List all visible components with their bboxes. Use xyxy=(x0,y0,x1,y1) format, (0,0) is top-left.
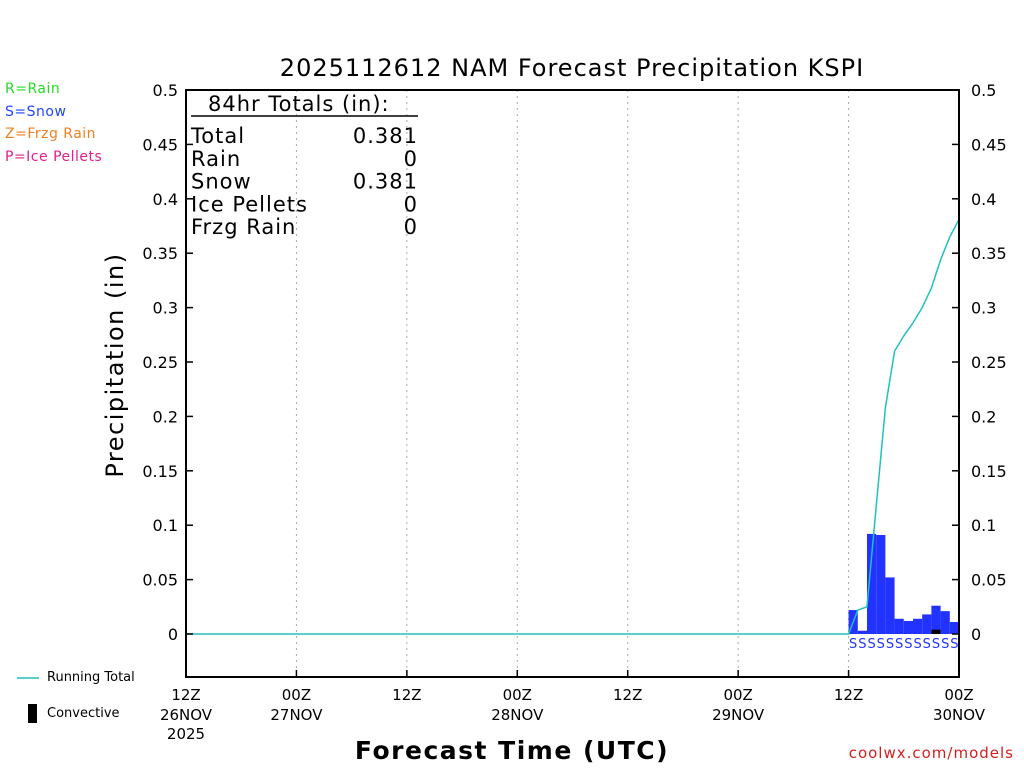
ptype-marker: S xyxy=(904,637,912,652)
snow-bar xyxy=(866,533,877,634)
totals-row-value: 0 xyxy=(404,215,418,239)
snow-bar xyxy=(931,605,941,634)
y-axis-right: 0 0.05 0.1 0.15 0.2 0.25 0.3 0.35 0.4 0.45 0.5 xyxy=(952,81,1007,644)
ytick-right-label: 0.45 xyxy=(971,135,1007,154)
ytick-right-label: 0.35 xyxy=(971,244,1007,263)
xtick-date-label: 30NOV xyxy=(933,706,986,724)
ytick-right-label: 0.1 xyxy=(971,516,996,535)
snow-bar xyxy=(912,618,923,634)
xtick-time-label: 00Z xyxy=(944,686,973,704)
xtick-date-label: 28NOV xyxy=(491,706,544,724)
convective-legend-swatch xyxy=(28,704,37,723)
totals-box: 84hr Totals (in): Total 0.381 Rain 0 Snow 0.38… xyxy=(190,92,418,239)
plot-frame xyxy=(185,89,960,678)
xtick-time-label: 12Z xyxy=(171,686,200,704)
ytick-left-label: 0.05 xyxy=(142,571,178,590)
legend-frzg-rain: Z=Frzg Rain xyxy=(5,126,97,142)
x-axis-title: Forecast Time (UTC) xyxy=(355,736,669,765)
ytick-left-label: 0.2 xyxy=(153,407,178,426)
xtick-date-label: 27NOV xyxy=(270,706,323,724)
ytick-right-label: 0.4 xyxy=(971,190,996,209)
xtick-date-label: 29NOV xyxy=(712,706,765,724)
xtick-time-label: 00Z xyxy=(503,686,532,704)
xtick-time-label: 00Z xyxy=(723,686,752,704)
totals-row-label: Total xyxy=(190,124,245,148)
snow-bar xyxy=(876,534,886,634)
xtick-time-label: 12Z xyxy=(613,686,642,704)
legend-rain: R=Rain xyxy=(5,81,61,97)
totals-row-label: Frzg Rain xyxy=(191,215,296,239)
ytick-left-label: 0.45 xyxy=(142,135,178,154)
totals-row-label: Snow xyxy=(191,170,252,194)
totals-row-label: Rain xyxy=(191,147,241,171)
legend-ice-pellets: P=Ice Pellets xyxy=(5,149,103,165)
xtick-time-label: 12Z xyxy=(834,686,863,704)
ptype-marker: S xyxy=(877,637,885,652)
snow-bar xyxy=(857,630,867,634)
running-total-layer xyxy=(186,219,960,635)
ptype-marker: S xyxy=(913,637,921,652)
credit-link[interactable]: coolwx.com/models xyxy=(848,744,1014,762)
ptype-marker: S xyxy=(932,637,940,652)
ytick-right-label: 0.2 xyxy=(971,407,996,426)
chart-title: 2025112612 NAM Forecast Precipitation KS… xyxy=(280,54,864,82)
ytick-right-label: 0.15 xyxy=(971,462,1007,481)
ytick-right-label: 0.25 xyxy=(971,353,1007,372)
snow-bar xyxy=(949,622,959,634)
legend-snow: S=Snow xyxy=(5,104,67,120)
xtick-year-label: 2025 xyxy=(167,725,205,743)
ytick-left-label: 0 xyxy=(168,625,178,644)
ytick-left-label: 0.4 xyxy=(153,190,178,209)
snow-bar xyxy=(922,614,932,634)
totals-row-value: 0 xyxy=(404,147,418,171)
ptype-marker: S xyxy=(941,637,949,652)
totals-row-value: 0.381 xyxy=(353,124,418,148)
totals-row-value: 0.381 xyxy=(353,170,418,194)
ytick-left-label: 0.15 xyxy=(142,462,178,481)
precip-bars xyxy=(848,533,959,634)
ytick-left-label: 0.1 xyxy=(153,516,178,535)
ytick-left-label: 0.3 xyxy=(153,299,178,318)
ytick-right-label: 0 xyxy=(971,625,981,644)
totals-row-value: 0 xyxy=(404,192,418,216)
ytick-left-label: 0.25 xyxy=(142,353,178,372)
xtick-date-label: 26NOV xyxy=(160,706,213,724)
vertical-gridlines xyxy=(295,90,850,677)
xtick-time-label: 12Z xyxy=(392,686,421,704)
y-axis-left: 0 0.05 0.1 0.15 0.2 0.25 0.3 0.35 0.4 0.45 0.5 xyxy=(142,81,193,644)
convective-bar xyxy=(931,629,941,634)
snow-bar xyxy=(885,577,895,634)
ytick-right-label: 0.05 xyxy=(971,571,1007,590)
xtick-time-label: 00Z xyxy=(282,686,311,704)
ytick-right-label: 0.3 xyxy=(971,299,996,318)
totals-row-label: Ice Pellets xyxy=(191,192,308,216)
ptype-marker: S xyxy=(950,637,958,652)
running-total-line xyxy=(186,219,960,635)
y-axis-title: Precipitation (in) xyxy=(101,252,129,477)
ptype-marker: S xyxy=(849,637,857,652)
ptype-marker: S xyxy=(858,637,866,652)
ptype-marker: S xyxy=(895,637,903,652)
running-total-legend-label: Running Total xyxy=(47,670,135,685)
snow-bar xyxy=(894,618,904,634)
ytick-right-label: 0.5 xyxy=(971,81,996,100)
ptype-marker: S xyxy=(923,637,931,652)
ptype-marker: S xyxy=(886,637,894,652)
ytick-left-label: 0.5 xyxy=(153,81,178,100)
ytick-left-label: 0.35 xyxy=(142,244,178,263)
ptype-marker: S xyxy=(867,637,875,652)
totals-heading: 84hr Totals (in): xyxy=(208,92,390,116)
convective-legend-label: Convective xyxy=(47,706,120,721)
snow-bar xyxy=(903,620,913,634)
snow-bar xyxy=(940,611,950,634)
